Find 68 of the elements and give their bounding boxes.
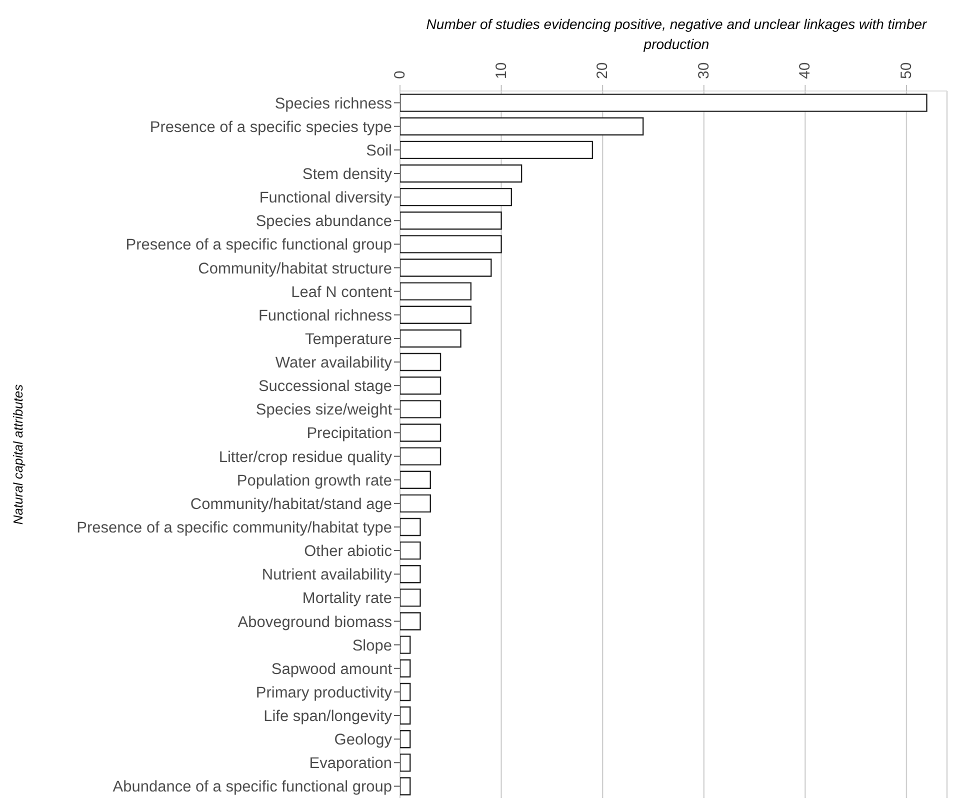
bar xyxy=(400,518,421,536)
y-tick-label: Successional stage xyxy=(258,378,392,396)
bar xyxy=(400,376,442,395)
y-tick-label: Other abiotic xyxy=(304,543,392,560)
bar xyxy=(400,777,411,796)
y-tick-label: Functional richness xyxy=(258,307,392,324)
x-tick-label: 50 xyxy=(898,62,915,79)
bar xyxy=(400,188,512,206)
bar xyxy=(400,447,442,466)
bar xyxy=(400,258,492,277)
y-tick-label: Slope xyxy=(352,637,392,654)
y-tick-label: Species size/weight xyxy=(256,402,393,419)
y-tick-label: Litter/crop residue quality xyxy=(218,448,392,466)
y-tick-label: Species abundance xyxy=(256,213,392,230)
y-tick-label: Nutrient availability xyxy=(262,566,392,584)
y-axis-title: Natural capital attributes xyxy=(10,384,26,525)
x-tick-label: 40 xyxy=(796,62,814,79)
y-tick-label: Life span/longevity xyxy=(264,708,392,726)
bar xyxy=(400,754,411,772)
bar xyxy=(400,636,411,654)
bar xyxy=(400,235,502,254)
bar xyxy=(400,494,431,513)
y-tick-label: Soil xyxy=(366,142,392,160)
bar xyxy=(400,470,431,489)
bar xyxy=(400,329,462,348)
y-tick-label: Abundance of a specific functional group xyxy=(112,778,392,796)
bar xyxy=(400,612,421,630)
x-tick-label: 30 xyxy=(695,62,712,79)
bar xyxy=(400,706,411,725)
y-tick-label: Stem density xyxy=(302,166,392,183)
x-tick-label: 20 xyxy=(594,62,612,79)
bar xyxy=(400,94,928,112)
y-tick-label: Presence of a specific species type xyxy=(150,118,392,136)
bar xyxy=(400,730,411,748)
y-tick-label: Community/habitat/stand age xyxy=(190,496,392,513)
bar xyxy=(400,400,442,418)
y-tick-label: Temperature xyxy=(304,330,392,348)
y-tick-label: Leaf N content xyxy=(291,284,393,301)
bar xyxy=(400,282,472,300)
bar xyxy=(400,424,442,442)
bar xyxy=(400,212,502,230)
y-tick-label: Functional diversity xyxy=(259,190,392,207)
bar xyxy=(400,306,472,324)
y-tick-label: Precipitation xyxy=(306,425,392,442)
y-tick-label: Primary productivity xyxy=(256,684,392,702)
bar xyxy=(400,140,594,160)
y-tick-label: Population growth rate xyxy=(236,472,392,490)
y-tick-label: Presence of a specific functional group xyxy=(126,236,392,254)
bar xyxy=(400,565,421,584)
bar xyxy=(400,588,421,607)
y-tick-label: Aboveground biomass xyxy=(238,614,392,631)
y-tick-label: Mortality rate xyxy=(302,590,392,608)
bar xyxy=(400,682,411,702)
y-tick-label: Geology xyxy=(334,732,392,749)
y-tick-label: Water availability xyxy=(275,354,392,372)
y-tick-label: Species richness xyxy=(274,95,392,112)
bar xyxy=(400,164,522,183)
bar xyxy=(400,659,411,678)
y-tick-label: Community/habitat structure xyxy=(198,260,392,278)
y-tick-label: Evaporation xyxy=(309,755,392,772)
x-axis-title: Number of studies evidencing positive, negative and unclear linkages with timber production xyxy=(425,15,928,54)
bar xyxy=(400,541,421,560)
x-tick-label: 0 xyxy=(392,70,408,79)
x-tick-label: 10 xyxy=(492,62,510,79)
bar xyxy=(400,117,644,136)
y-tick-label: Sapwood amount xyxy=(271,660,393,678)
y-tick-label: Presence of a specific community/habitat type xyxy=(76,519,392,536)
bar xyxy=(400,352,442,372)
